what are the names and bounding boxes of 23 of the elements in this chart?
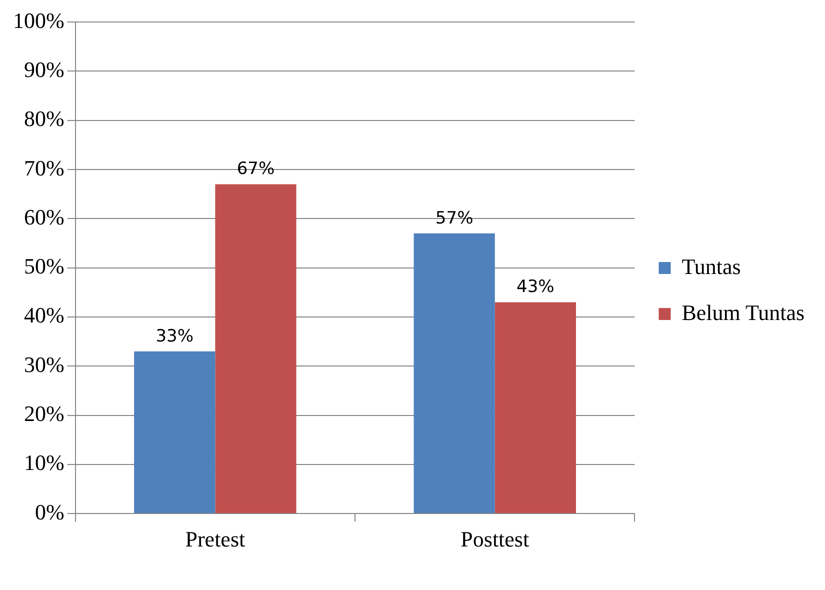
- legend-label: Belum Tuntas: [682, 300, 805, 325]
- y-tick-label: 30%: [24, 352, 64, 377]
- bar: [414, 233, 495, 514]
- y-tick-label: 70%: [24, 155, 64, 180]
- y-tick-label: 100%: [13, 8, 64, 33]
- bar: [494, 302, 576, 514]
- bar: [134, 351, 216, 514]
- bar: [215, 184, 296, 514]
- x-tick-label: Pretest: [185, 526, 246, 552]
- y-tick-label: 90%: [24, 56, 64, 82]
- y-tick-label: 20%: [24, 401, 64, 426]
- data-label: 43%: [516, 277, 554, 298]
- data-label: 67%: [236, 159, 275, 180]
- y-tick-label: 0%: [35, 499, 64, 524]
- y-tick-label: 60%: [24, 204, 64, 230]
- x-tick-label: Posttest: [460, 526, 530, 552]
- data-label: 33%: [156, 326, 194, 346]
- y-tick-label: 50%: [24, 254, 64, 279]
- data-label: 57%: [435, 208, 474, 228]
- y-tick-label: 40%: [24, 302, 64, 328]
- y-tick-label: 80%: [24, 106, 64, 132]
- y-tick-label: 10%: [24, 450, 64, 476]
- legend-label: Tuntas: [682, 254, 741, 279]
